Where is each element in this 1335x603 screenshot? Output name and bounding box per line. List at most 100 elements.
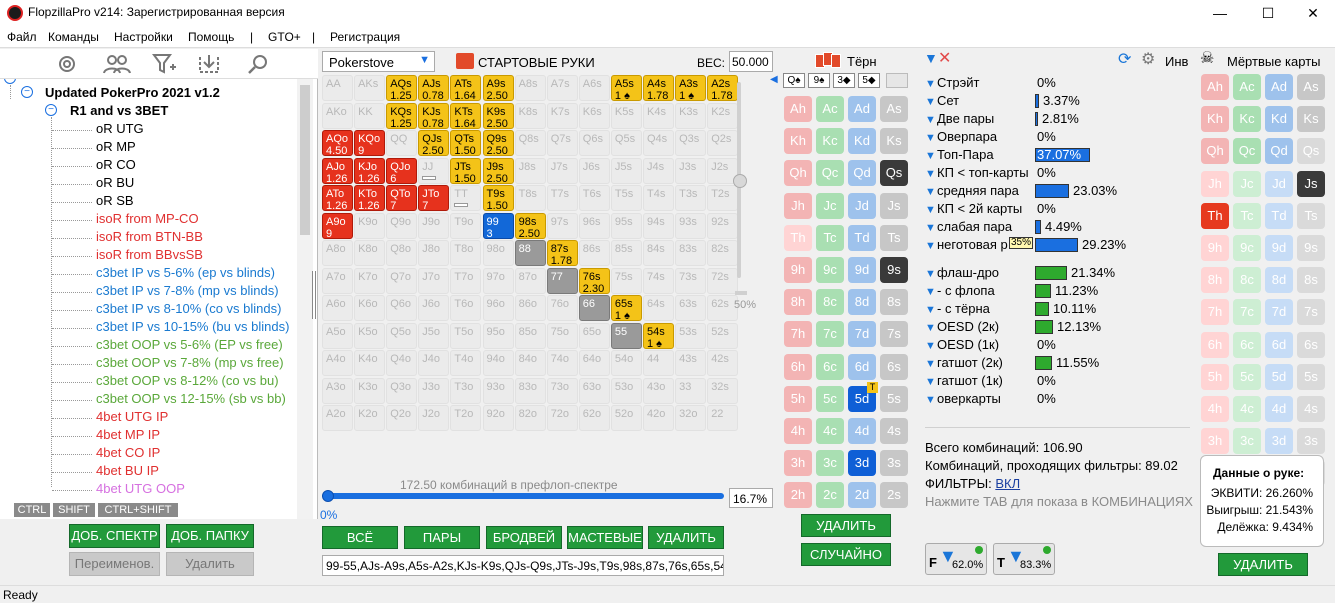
hand-cell[interactable]: Q3o (386, 377, 418, 404)
filter-icon[interactable]: ▼ (925, 222, 936, 234)
hand-cell[interactable]: QJs 2.50 (418, 130, 450, 157)
hand-cell[interactable]: T2o (450, 405, 482, 431)
hand-cell[interactable]: 95s (610, 212, 642, 239)
hand-cell[interactable]: 44 (643, 350, 674, 376)
hand-cell[interactable]: JTs 1.50 (450, 157, 482, 185)
board-card-Ad[interactable]: Ad (848, 96, 876, 122)
dead-card-8s[interactable]: 8s (1297, 267, 1325, 294)
dead-card-9h[interactable]: 9h (1201, 235, 1229, 261)
board-card-2s[interactable]: 2s (880, 482, 908, 509)
filter-row[interactable]: ▼ КП < 2й карты (925, 201, 1023, 216)
filter-icon[interactable]: ▼ (925, 78, 936, 90)
filter-icon[interactable]: ▼ (925, 132, 936, 144)
hand-cell[interactable]: 65o (578, 322, 610, 349)
hand-cell[interactable]: 94s (643, 212, 674, 239)
hand-cell[interactable]: 99 3 (482, 212, 514, 240)
hand-cell[interactable]: 92s (707, 212, 739, 239)
dead-card-Th[interactable]: Th (1201, 202, 1229, 229)
hand-cell[interactable]: 96o (482, 295, 514, 321)
filter-row[interactable]: ▼ КП < топ-карты (925, 165, 1029, 180)
hand-cell[interactable]: KK (354, 102, 386, 129)
dead-card-As[interactable]: As (1297, 74, 1325, 100)
hand-cell[interactable]: A7s (546, 75, 578, 101)
hand-cell[interactable]: K5s (610, 102, 642, 129)
hand-cell[interactable]: K9s 2.50 (482, 102, 514, 130)
filter-row[interactable]: ▼ Стрэйт (925, 75, 980, 90)
hand-cell[interactable]: 52o (610, 405, 642, 431)
filter-row[interactable]: ▼ неготовая р (925, 237, 1008, 252)
board-slot[interactable]: 5◆ (858, 73, 880, 88)
dead-card-Qd[interactable]: Qd (1265, 138, 1293, 165)
hand-cell[interactable]: 53o (610, 377, 642, 404)
filter-icon[interactable]: ▼ (925, 322, 936, 334)
hand-cell[interactable]: 54s 1 ♠ (643, 322, 674, 350)
dead-card-6h[interactable]: 6h (1201, 331, 1229, 358)
hand-cell[interactable]: 74s (643, 267, 674, 294)
hand-cell[interactable]: Q7s (546, 130, 578, 156)
board-card-Qc[interactable]: Qc (816, 160, 844, 187)
hand-cell[interactable]: 85o (514, 322, 546, 349)
board-card-7d[interactable]: 7d (848, 321, 876, 348)
tree-item[interactable]: isoR from BTN-BB (96, 229, 203, 244)
board-card-4s[interactable]: 4s (880, 418, 908, 444)
tree-item[interactable]: 4bet UTG OOP (96, 481, 185, 496)
hand-cell[interactable]: T8o (450, 240, 482, 266)
settings-gear-icon[interactable]: ⚙ (1141, 51, 1156, 68)
menu-help[interactable]: Помощь (188, 30, 235, 44)
dead-card-5c[interactable]: 5c (1233, 363, 1261, 390)
hand-cell[interactable]: 72o (546, 405, 578, 431)
filter-icon[interactable]: ▼ (925, 114, 936, 126)
hand-cell[interactable]: AA (322, 75, 353, 101)
filter-icon[interactable]: ▼ (925, 358, 936, 370)
board-card-5s[interactable]: 5s (880, 385, 908, 412)
hand-cell[interactable]: 93s (675, 212, 707, 239)
board-delete-button[interactable]: УДАЛИТЬ (801, 514, 891, 537)
tree-item[interactable]: isoR from BBvsSB (96, 247, 203, 262)
filter-icon[interactable]: ▼ (925, 376, 936, 388)
filter-row[interactable]: ▼ OESD (2к) (925, 319, 1000, 334)
close-button[interactable]: ✕ (1307, 5, 1319, 21)
menu-settings[interactable]: Настройки (114, 30, 173, 44)
dead-card-3s[interactable]: 3s (1297, 428, 1325, 455)
hand-cell[interactable]: 97o (482, 267, 514, 294)
hand-cell[interactable]: A4s 1.78 (643, 75, 674, 102)
filter-row[interactable]: ▼ слабая пара (925, 219, 1013, 234)
board-card-4c[interactable]: 4c (816, 418, 844, 444)
filter-row[interactable]: ▼ гатшот (1к) (925, 373, 1003, 388)
board-card-4h[interactable]: 4h (784, 418, 812, 444)
hand-cell[interactable]: KQo 9 (354, 130, 386, 157)
users-icon[interactable] (102, 53, 132, 75)
hand-cell[interactable]: K2o (354, 405, 386, 431)
weight-slider[interactable] (733, 82, 747, 282)
hand-cell[interactable]: T5o (450, 322, 482, 349)
hand-cell[interactable]: T3o (450, 377, 482, 404)
hand-cell[interactable]: 77 (546, 267, 578, 294)
board-card-As[interactable]: As (880, 96, 908, 122)
dead-card-7s[interactable]: 7s (1297, 299, 1325, 326)
add-folder-button[interactable]: ДОБ. ПАПКУ (166, 524, 254, 548)
hand-cell[interactable]: KQs 1.25 (386, 102, 418, 130)
hand-cell[interactable]: T7s (546, 185, 578, 211)
hand-cell[interactable]: A3o (322, 377, 353, 404)
board-card-5d[interactable]: 5d T (848, 381, 878, 412)
dead-card-9c[interactable]: 9c (1233, 235, 1261, 261)
hand-cell[interactable]: K4s (643, 102, 674, 129)
hand-cell[interactable]: A5o (322, 322, 353, 349)
hand-cell[interactable]: 32s (707, 377, 739, 404)
hand-cell[interactable]: QQ (386, 130, 418, 156)
hand-cell[interactable]: T6s (578, 185, 610, 211)
hand-cell[interactable]: 53s (675, 322, 707, 349)
board-card-Ac[interactable]: Ac (816, 96, 844, 122)
board-card-3d[interactable]: 3d (848, 450, 876, 477)
dead-card-Js[interactable]: Js (1297, 170, 1325, 197)
hand-cell[interactable]: ATs 1.64 (450, 75, 482, 102)
hand-cell[interactable]: T4o (450, 350, 482, 376)
board-card-6s[interactable]: 6s (880, 353, 908, 380)
clear-filters-icon[interactable]: ✕ (938, 50, 952, 67)
tree-group[interactable]: R1 and vs 3BET (70, 103, 169, 118)
hand-cell[interactable]: 82o (514, 405, 546, 431)
dead-card-Ts[interactable]: Ts (1297, 202, 1325, 229)
filter-row[interactable]: ▼ Топ-Пара (925, 147, 994, 162)
tree-item[interactable]: 4bet CO IP (96, 445, 161, 460)
tree-item[interactable]: oR MP (96, 139, 136, 154)
